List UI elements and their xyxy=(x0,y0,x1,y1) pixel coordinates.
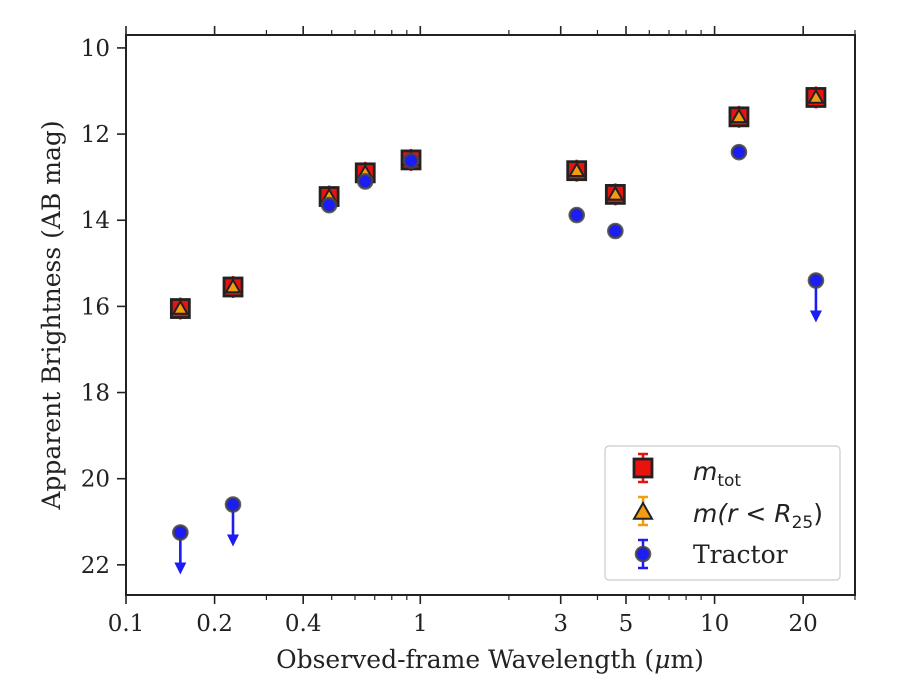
tractor-point xyxy=(356,173,374,190)
legend-marker-tractor xyxy=(634,545,652,563)
mr25-point xyxy=(606,185,625,201)
tractor-point xyxy=(730,143,748,161)
data-points xyxy=(169,86,827,575)
tractor-point xyxy=(807,272,825,289)
x-tick-label: 0.2 xyxy=(196,611,233,637)
y-tick-label: 10 xyxy=(81,36,110,62)
mr25-point xyxy=(807,88,825,104)
plot-frame xyxy=(125,34,856,596)
y-tick-label: 16 xyxy=(81,294,110,320)
legend-marker-mtot xyxy=(632,457,654,479)
legend-label-mtot: mtot xyxy=(693,457,741,491)
tractor-point xyxy=(224,496,242,513)
x-axis-label: Observed-frame Wavelength (μm) xyxy=(276,645,704,674)
tractor-point xyxy=(172,524,189,541)
x-tick-label: 20 xyxy=(789,611,818,637)
y-tick-label: 12 xyxy=(81,122,110,148)
mr25-point xyxy=(567,161,586,177)
legend-label-mr25: m(r < R25) xyxy=(693,499,823,533)
legend-marker-mr25 xyxy=(632,500,654,520)
x-tick-label: 5 xyxy=(619,611,634,637)
tractor-point xyxy=(607,222,624,240)
tractor-limit-arrow xyxy=(174,562,187,575)
y-tick-label: 22 xyxy=(81,553,110,579)
mr25-point xyxy=(730,107,748,124)
y-axis-label: Apparent Brightness (AB mag) xyxy=(37,120,66,510)
y-tick-label: 18 xyxy=(81,381,110,407)
x-tick-label: 10 xyxy=(700,611,729,637)
tractor-point xyxy=(320,196,338,214)
legend-markers xyxy=(632,452,654,570)
axis-ticks: 0.1 0.2 0.4 1 3 5 10 20 10 12 14 16 18 20 22 xyxy=(81,26,856,637)
tractor-limit-arrow xyxy=(809,310,822,323)
tractor-point xyxy=(568,206,586,224)
y-tick-label: 20 xyxy=(81,467,110,493)
mr25-point xyxy=(171,299,190,315)
x-tick-label: 3 xyxy=(553,611,568,637)
x-tick-label: 0.1 xyxy=(108,611,145,637)
legend-box xyxy=(604,445,841,581)
legend: mtot m(r < R25) Tractor xyxy=(604,445,841,581)
y-tick-label: 14 xyxy=(81,208,110,234)
x-tick-label: 0.4 xyxy=(285,611,322,637)
legend-label-tractor: Tractor xyxy=(693,540,788,569)
x-tick-label: 1 xyxy=(413,611,428,637)
mr25-point xyxy=(224,277,242,294)
tractor-limit-arrow xyxy=(227,534,240,547)
tractor-point xyxy=(402,152,420,170)
